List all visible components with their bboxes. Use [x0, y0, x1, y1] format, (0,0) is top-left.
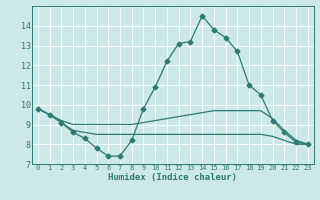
X-axis label: Humidex (Indice chaleur): Humidex (Indice chaleur) [108, 173, 237, 182]
